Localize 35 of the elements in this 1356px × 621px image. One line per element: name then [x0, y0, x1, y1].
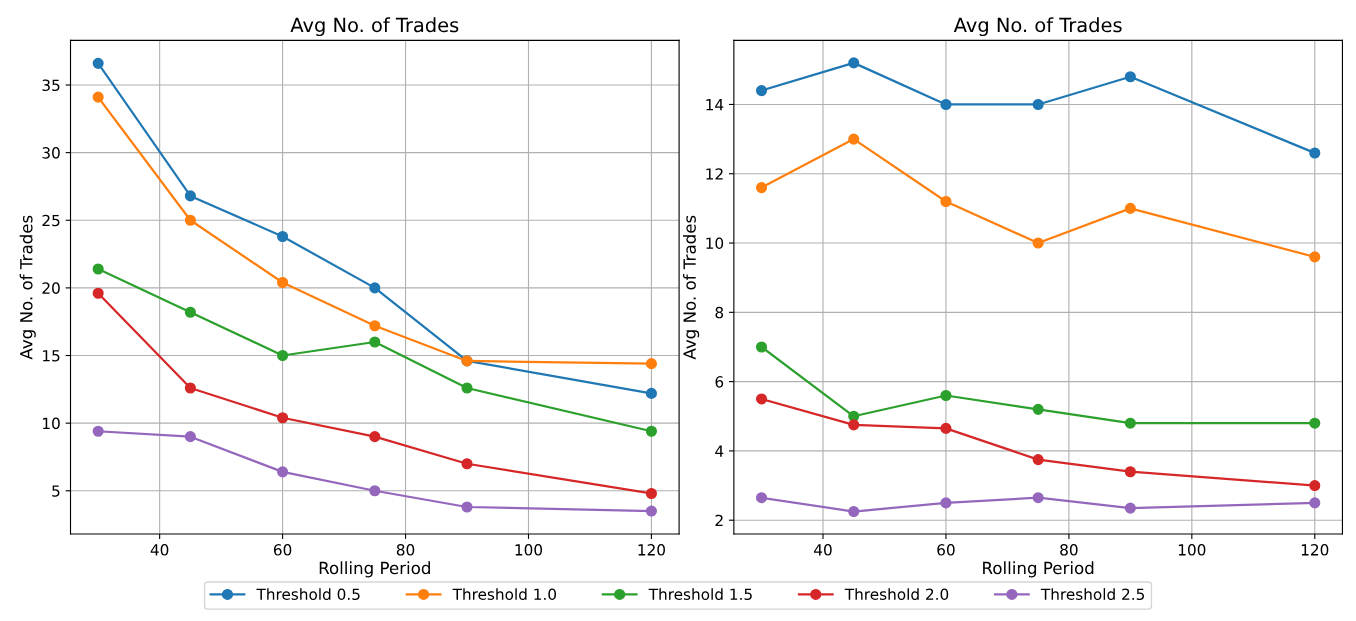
legend-label: Threshold 0.5 — [256, 588, 360, 600]
x-axis-title: Rolling Period — [983, 561, 1094, 578]
y-tick-label: 35 — [42, 79, 60, 92]
chart-title: Avg No. of Trades — [290, 17, 459, 37]
y-tick-label: 4 — [715, 445, 724, 457]
y-tick-label: 25 — [42, 214, 60, 227]
y-tick-label: 8 — [715, 306, 724, 319]
x-tick-label: 40 — [150, 544, 169, 556]
legend-label: Threshold 2.0 — [844, 588, 949, 600]
x-tick-label: 60 — [937, 544, 955, 556]
chart-title: Avg No. of Trades — [953, 17, 1122, 37]
legend-label: Threshold 1.5 — [648, 588, 752, 600]
x-axis-title: Rolling Period — [319, 561, 430, 578]
y-tick-label: 6 — [715, 376, 724, 388]
y-axis-title: Avg No. of Trades — [683, 215, 700, 360]
y-tick-label: 5 — [52, 485, 60, 497]
x-tick-label: 40 — [814, 544, 832, 556]
y-tick-label: 12 — [706, 168, 723, 180]
y-tick-label: 30 — [42, 147, 60, 159]
x-tick-label: 120 — [638, 544, 665, 556]
legend-label: Threshold 1.0 — [452, 588, 557, 600]
y-tick-label: 10 — [43, 417, 60, 430]
x-tick-label: 80 — [1060, 544, 1078, 556]
y-tick-label: 20 — [42, 282, 60, 294]
y-tick-label: 2 — [715, 514, 723, 527]
x-tick-label: 60 — [273, 544, 292, 556]
legend-label: Threshold 2.5 — [1040, 588, 1145, 600]
y-tick-label: 15 — [43, 350, 60, 362]
y-tick-label: 14 — [706, 99, 724, 111]
x-tick-label: 100 — [1178, 544, 1206, 556]
x-tick-label: 80 — [396, 544, 415, 556]
y-tick-label: 10 — [706, 237, 724, 250]
x-tick-label: 100 — [515, 544, 543, 556]
y-axis-title: Avg No. of Trades — [19, 215, 36, 360]
x-tick-label: 120 — [1301, 544, 1329, 556]
